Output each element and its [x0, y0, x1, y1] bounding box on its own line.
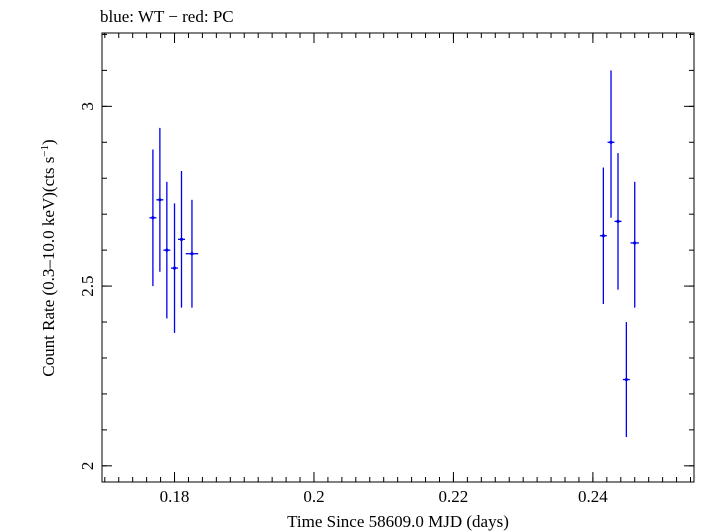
data-point: [614, 153, 622, 290]
data-point: [163, 181, 171, 319]
axis-ticks: [102, 33, 694, 482]
x-tick-label: 0.18: [160, 487, 190, 506]
data-point: [599, 167, 607, 305]
y-axis-label-superscript: −1: [39, 145, 51, 157]
chart-title: blue: WT − red: PC: [100, 7, 234, 26]
data-point: [607, 70, 615, 218]
plot-frame: [101, 32, 695, 483]
x-axis-label: Time Since 58609.0 MJD (days): [287, 512, 509, 531]
y-axis-label-close: ): [39, 139, 58, 145]
point-marker: [633, 241, 637, 245]
point-marker: [158, 198, 162, 202]
y-tick-label: 2: [78, 462, 97, 471]
data-point: [171, 203, 179, 333]
data-point: [630, 181, 639, 308]
y-tick-label: 2.5: [78, 275, 97, 296]
point-marker: [179, 237, 184, 241]
x-tick-labels: 0.18 0.2 0.22 0.24: [160, 487, 609, 506]
point-marker: [151, 216, 155, 220]
y-axis-label: Count Rate (0.3–10.0 keV)(cts s−1): [39, 139, 58, 376]
x-tick-label: 0.22: [439, 487, 469, 506]
point-marker: [165, 248, 169, 252]
data-point: [156, 127, 164, 272]
data-points: [149, 70, 639, 438]
data-point: [185, 199, 199, 308]
point-marker: [609, 140, 613, 144]
point-marker: [624, 377, 628, 382]
data-point: [622, 322, 630, 438]
y-tick-labels: 22.53: [78, 102, 97, 470]
data-point: [149, 149, 157, 287]
y-axis-label-main: Count Rate (0.3–10.0 keV)(cts s: [39, 157, 58, 377]
point-marker: [601, 234, 605, 238]
point-marker: [172, 266, 177, 270]
x-tick-label: 0.24: [578, 487, 608, 506]
y-tick-label: 3: [78, 102, 97, 111]
x-tick-label: 0.2: [303, 487, 324, 506]
data-point: [178, 171, 185, 308]
point-marker: [190, 252, 194, 256]
point-marker: [616, 219, 620, 223]
